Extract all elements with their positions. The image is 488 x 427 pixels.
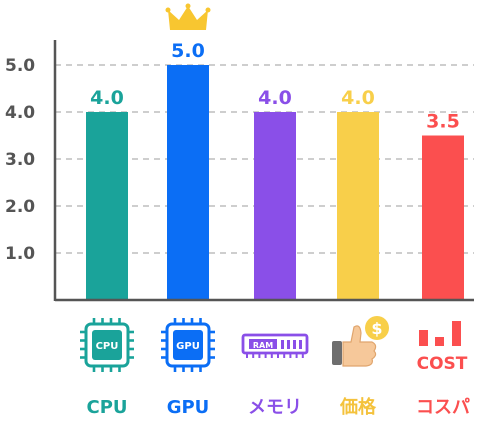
crown-jewel xyxy=(185,3,191,9)
value-label: 4.0 xyxy=(341,87,375,109)
icon-text: CPU xyxy=(96,341,119,352)
value-label: 4.0 xyxy=(258,87,292,109)
category-label: メモリ xyxy=(248,397,302,418)
category-label: CPU xyxy=(86,397,127,418)
cost-bars-icon: COST xyxy=(417,321,468,374)
icon-text: GPU xyxy=(176,341,200,352)
value-label: 4.0 xyxy=(90,87,124,109)
crown-icon xyxy=(165,3,211,30)
icon-text: COST xyxy=(417,354,468,374)
value-label: 3.5 xyxy=(426,111,460,133)
category-labels: CPU GPU メモリ 価格 コスパ xyxy=(86,396,470,418)
y-tick-label: 3.0 xyxy=(5,150,35,170)
cpu-chip-icon: CPU xyxy=(80,318,134,372)
bar xyxy=(254,112,296,300)
gpu-chip-icon: GPU xyxy=(161,318,215,372)
y-axis-ticks: 1.0 2.0 3.0 4.0 5.0 xyxy=(5,56,35,264)
bar xyxy=(337,112,379,300)
category-label: GPU xyxy=(167,397,210,418)
icon-text: RAM xyxy=(253,341,273,350)
y-tick-label: 4.0 xyxy=(5,103,35,123)
bar xyxy=(167,65,209,300)
crown-shape xyxy=(168,6,208,30)
category-label: コスパ xyxy=(416,397,470,418)
category-label: 価格 xyxy=(339,396,377,418)
thumbs-up-coin-icon: $ xyxy=(332,316,389,367)
icon-text: $ xyxy=(371,319,382,338)
crown-jewel xyxy=(165,7,171,13)
bar xyxy=(86,112,128,300)
bars xyxy=(86,65,464,300)
y-tick-label: 1.0 xyxy=(5,244,35,264)
ram-module-icon: RAM xyxy=(241,333,309,358)
bar xyxy=(422,135,464,300)
crown-jewel xyxy=(205,7,211,13)
y-tick-label: 2.0 xyxy=(5,197,35,217)
axes xyxy=(53,40,474,302)
value-labels: 4.0 5.0 4.0 4.0 3.5 xyxy=(90,40,460,133)
y-tick-label: 5.0 xyxy=(5,56,35,76)
value-label: 5.0 xyxy=(171,40,205,62)
category-icons: CPU GPU RAM $ COST xyxy=(80,316,468,374)
